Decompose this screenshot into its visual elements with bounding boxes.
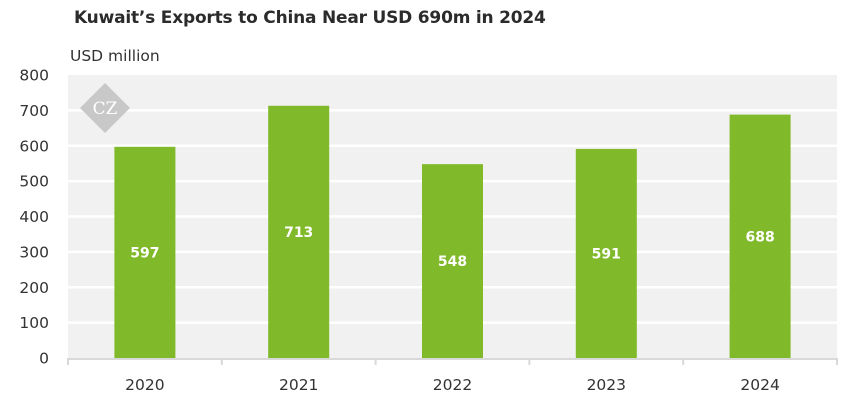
x-tick-label: 2021 xyxy=(279,376,318,394)
y-axis-unit-label: USD million xyxy=(70,47,160,65)
bar-2022 xyxy=(422,164,483,358)
y-tick-label: 200 xyxy=(19,279,49,297)
x-tick-label: 2020 xyxy=(125,376,164,394)
y-tick-label: 100 xyxy=(19,314,49,332)
watermark-logo: CZ xyxy=(80,83,130,133)
y-tick-label: 300 xyxy=(19,243,49,261)
watermark-text: CZ xyxy=(93,99,118,119)
y-tick-label: 600 xyxy=(19,137,49,155)
y-tick-label: 400 xyxy=(19,208,49,226)
data-label: 591 xyxy=(592,246,621,262)
bars: 597 713 548 591 688 xyxy=(114,105,791,359)
data-label: 548 xyxy=(438,254,467,270)
x-axis: 2020 2021 2022 2023 2024 xyxy=(67,358,838,394)
chart-title: Kuwait’s Exports to China Near USD 690m … xyxy=(74,8,546,28)
y-tick-label: 800 xyxy=(19,67,49,85)
bar-2020 xyxy=(114,146,176,358)
y-axis-ticks: 0 100 200 300 400 500 600 700 800 xyxy=(19,67,49,368)
x-tick-label: 2023 xyxy=(587,376,626,394)
bar-2021 xyxy=(268,105,330,359)
bar-2024 xyxy=(729,114,791,359)
x-tick-label: 2022 xyxy=(433,376,472,394)
y-tick-label: 500 xyxy=(19,173,49,191)
x-tick-label: 2024 xyxy=(740,376,779,394)
y-tick-label: 700 xyxy=(19,102,49,120)
data-label: 597 xyxy=(130,245,159,261)
bar-2023 xyxy=(575,148,637,358)
data-label: 688 xyxy=(745,229,774,245)
watermark-diamond-icon xyxy=(80,83,130,133)
y-tick-label: 0 xyxy=(39,350,49,368)
data-label: 713 xyxy=(284,225,313,241)
